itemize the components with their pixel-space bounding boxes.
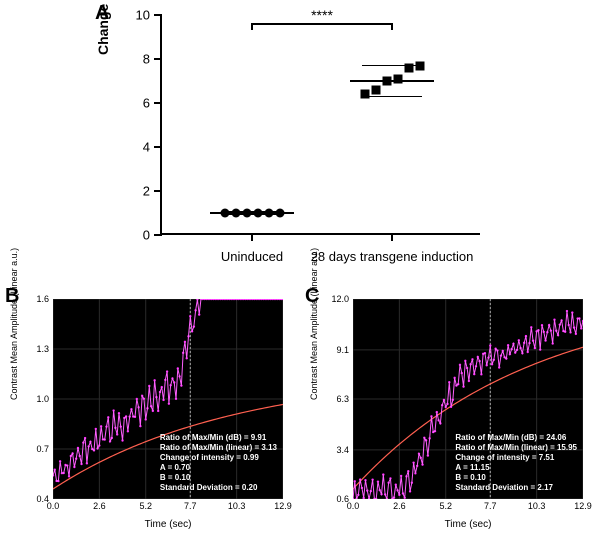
panel-c-stats: Ratio of Max/Min (dB) = 24.06Ratio of Ma… (455, 433, 577, 493)
panel-b-stats: Ratio of Max/Min (dB) = 9.91Ratio of Max… (160, 433, 277, 493)
panel-a-axes: 0246810Uninduced28 days transgene induct… (160, 15, 480, 235)
stat-line: B = 0.10 (160, 473, 277, 483)
xtick-label: 2.6 (93, 501, 106, 511)
panel-a-mean-line (350, 80, 434, 82)
ytick-label: 1.0 (19, 394, 49, 404)
panel-c-ylabel: Contrast Mean Amplitude (Linear a.u.) (309, 248, 319, 400)
stat-line: Ratio of Max/Min (linear) = 3.13 (160, 443, 277, 453)
figure: A Change of intensity 0246810Uninduced28… (0, 0, 600, 550)
stat-line: Change of intensity = 0.99 (160, 453, 277, 463)
stat-line: B = 0.10 (455, 473, 577, 483)
panel-b-xlabel: Time (sec) (53, 519, 283, 530)
panel-a-ylabel: Change of intensity (95, 0, 111, 55)
ytick-label: 1.3 (19, 344, 49, 354)
xtick-label: 2.6 (393, 501, 406, 511)
stat-line: A = 0.70 (160, 463, 277, 473)
panel-a-xtick-label: 28 days transgene induction (311, 249, 474, 264)
stat-line: Standard Deviation = 2.17 (455, 483, 577, 493)
panel-a-data-point (360, 90, 369, 99)
panel-a-sig-bar (252, 23, 392, 25)
panel-a-sig-label: **** (311, 7, 333, 23)
panel-a-ytick-label: 2 (122, 184, 150, 199)
xtick-label: 10.3 (528, 501, 546, 511)
panel-a-data-point (371, 85, 380, 94)
panel-a-error-cap (362, 65, 422, 67)
panel-b: B Contrast Mean Amplitude (Linear a.u.) … (5, 285, 295, 545)
stat-line: Ratio of Max/Min (dB) = 9.91 (160, 433, 277, 443)
panel-a: Change of intensity 0246810Uninduced28 d… (100, 5, 500, 275)
ytick-label: 0.4 (19, 494, 49, 504)
panel-c-xlabel: Time (sec) (353, 519, 583, 530)
ytick-label: 1.6 (19, 294, 49, 304)
panel-a-ytick-label: 10 (122, 8, 150, 23)
panel-c: C Contrast Mean Amplitude (Linear a.u.) … (305, 285, 595, 545)
panel-a-ytick-label: 6 (122, 96, 150, 111)
panel-a-error-cap (222, 213, 282, 215)
panel-a-xtick-label: Uninduced (221, 249, 283, 264)
xtick-label: 12.9 (574, 501, 592, 511)
panel-c-plot: Ratio of Max/Min (dB) = 24.06Ratio of Ma… (353, 299, 583, 499)
ytick-label: 3.4 (319, 445, 349, 455)
stat-line: Ratio of Max/Min (dB) = 24.06 (455, 433, 577, 443)
panel-a-data-point (393, 74, 402, 83)
stat-line: Change of intensity = 7.51 (455, 453, 577, 463)
xtick-label: 5.2 (139, 501, 152, 511)
xtick-label: 5.2 (439, 501, 452, 511)
stat-line: A = 11.15 (455, 463, 577, 473)
ytick-label: 9.1 (319, 345, 349, 355)
xtick-label: 10.3 (228, 501, 246, 511)
ytick-label: 0.7 (19, 444, 49, 454)
panel-b-plot: Ratio of Max/Min (dB) = 9.91Ratio of Max… (53, 299, 283, 499)
panel-b-ylabel: Contrast Mean Amplitude (Linear a.u.) (9, 248, 19, 400)
ytick-label: 6.3 (319, 394, 349, 404)
xtick-label: 7.7 (184, 501, 197, 511)
xtick-label: 7.7 (484, 501, 497, 511)
panel-a-error-cap (222, 211, 282, 213)
ytick-label: 0.6 (319, 494, 349, 504)
stat-line: Standard Deviation = 0.20 (160, 483, 277, 493)
panel-a-error-cap (362, 96, 422, 98)
stat-line: Ratio of Max/Min (linear) = 15.95 (455, 443, 577, 453)
panel-a-ytick-label: 0 (122, 228, 150, 243)
ytick-label: 12.0 (319, 294, 349, 304)
panel-a-ytick-label: 4 (122, 140, 150, 155)
xtick-label: 12.9 (274, 501, 292, 511)
panel-a-ytick-label: 8 (122, 52, 150, 67)
